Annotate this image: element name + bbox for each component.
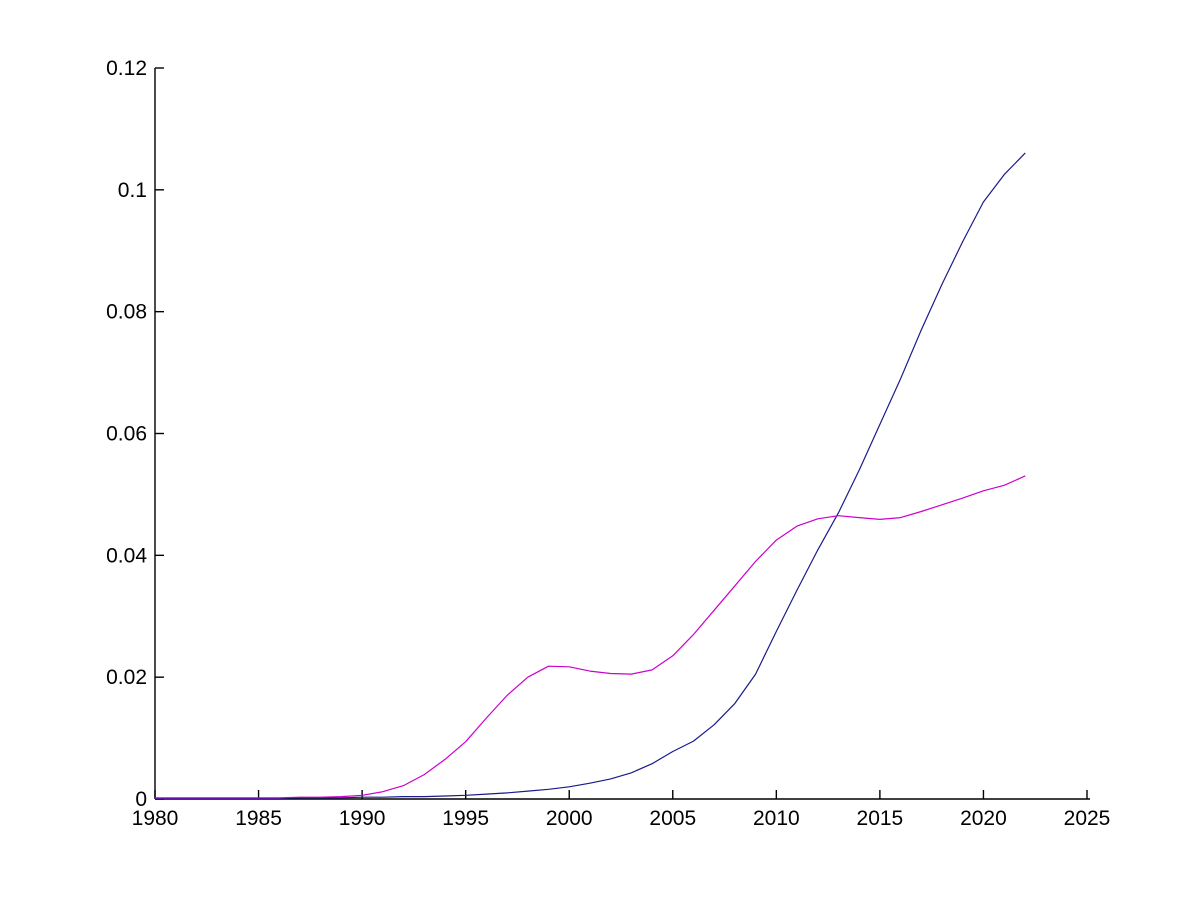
y-tick-label: 0.04: [106, 544, 147, 567]
x-tick-label: 2015: [857, 807, 904, 830]
x-tick-label: 2025: [1064, 807, 1111, 830]
tick-marks: [154, 67, 1088, 800]
x-tick-label: 1985: [235, 807, 282, 830]
x-tick-label: 1980: [132, 807, 179, 830]
series-blue-line: [154, 152, 1026, 800]
data-series: [154, 152, 1026, 800]
y-tick-label: 0.08: [106, 301, 147, 324]
x-tick-label: 1995: [442, 807, 489, 830]
y-tick-label: 0.06: [106, 423, 147, 446]
y-tick-label: 0.1: [118, 179, 147, 202]
x-tick-label: 2020: [960, 807, 1007, 830]
axes: [154, 68, 1090, 800]
series-magenta-line: [154, 475, 1026, 799]
x-tick-label: 2000: [546, 807, 593, 830]
x-tick-label: 2005: [649, 807, 696, 830]
y-tick-label: 0.02: [106, 666, 147, 689]
x-tick-label: 1990: [339, 807, 386, 830]
y-tick-label: 0.12: [106, 57, 147, 80]
tick-labels: 1980 1985 1990 1995 2000 2005 2010 2015 2020 2025…: [106, 57, 1110, 830]
y-tick-label: 0: [135, 788, 147, 811]
x-tick-label: 2010: [753, 807, 800, 830]
